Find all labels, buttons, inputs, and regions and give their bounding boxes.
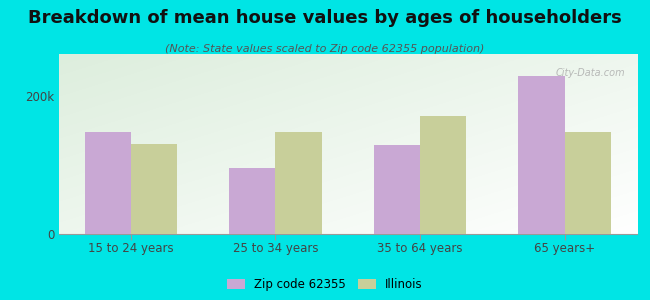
Bar	[420, 116, 466, 234]
Text: Breakdown of mean house values by ages of householders: Breakdown of mean house values by ages o…	[28, 9, 622, 27]
Bar	[131, 144, 177, 234]
Bar	[229, 168, 276, 234]
Bar	[276, 131, 322, 234]
Text: (Note: State values scaled to Zip code 62355 population): (Note: State values scaled to Zip code 6…	[165, 44, 485, 53]
Bar	[519, 76, 565, 234]
Bar	[565, 131, 611, 234]
Bar	[374, 146, 420, 234]
Legend: Zip code 62355, Illinois: Zip code 62355, Illinois	[227, 278, 422, 291]
Text: City-Data.com: City-Data.com	[556, 68, 625, 78]
Bar	[84, 131, 131, 234]
